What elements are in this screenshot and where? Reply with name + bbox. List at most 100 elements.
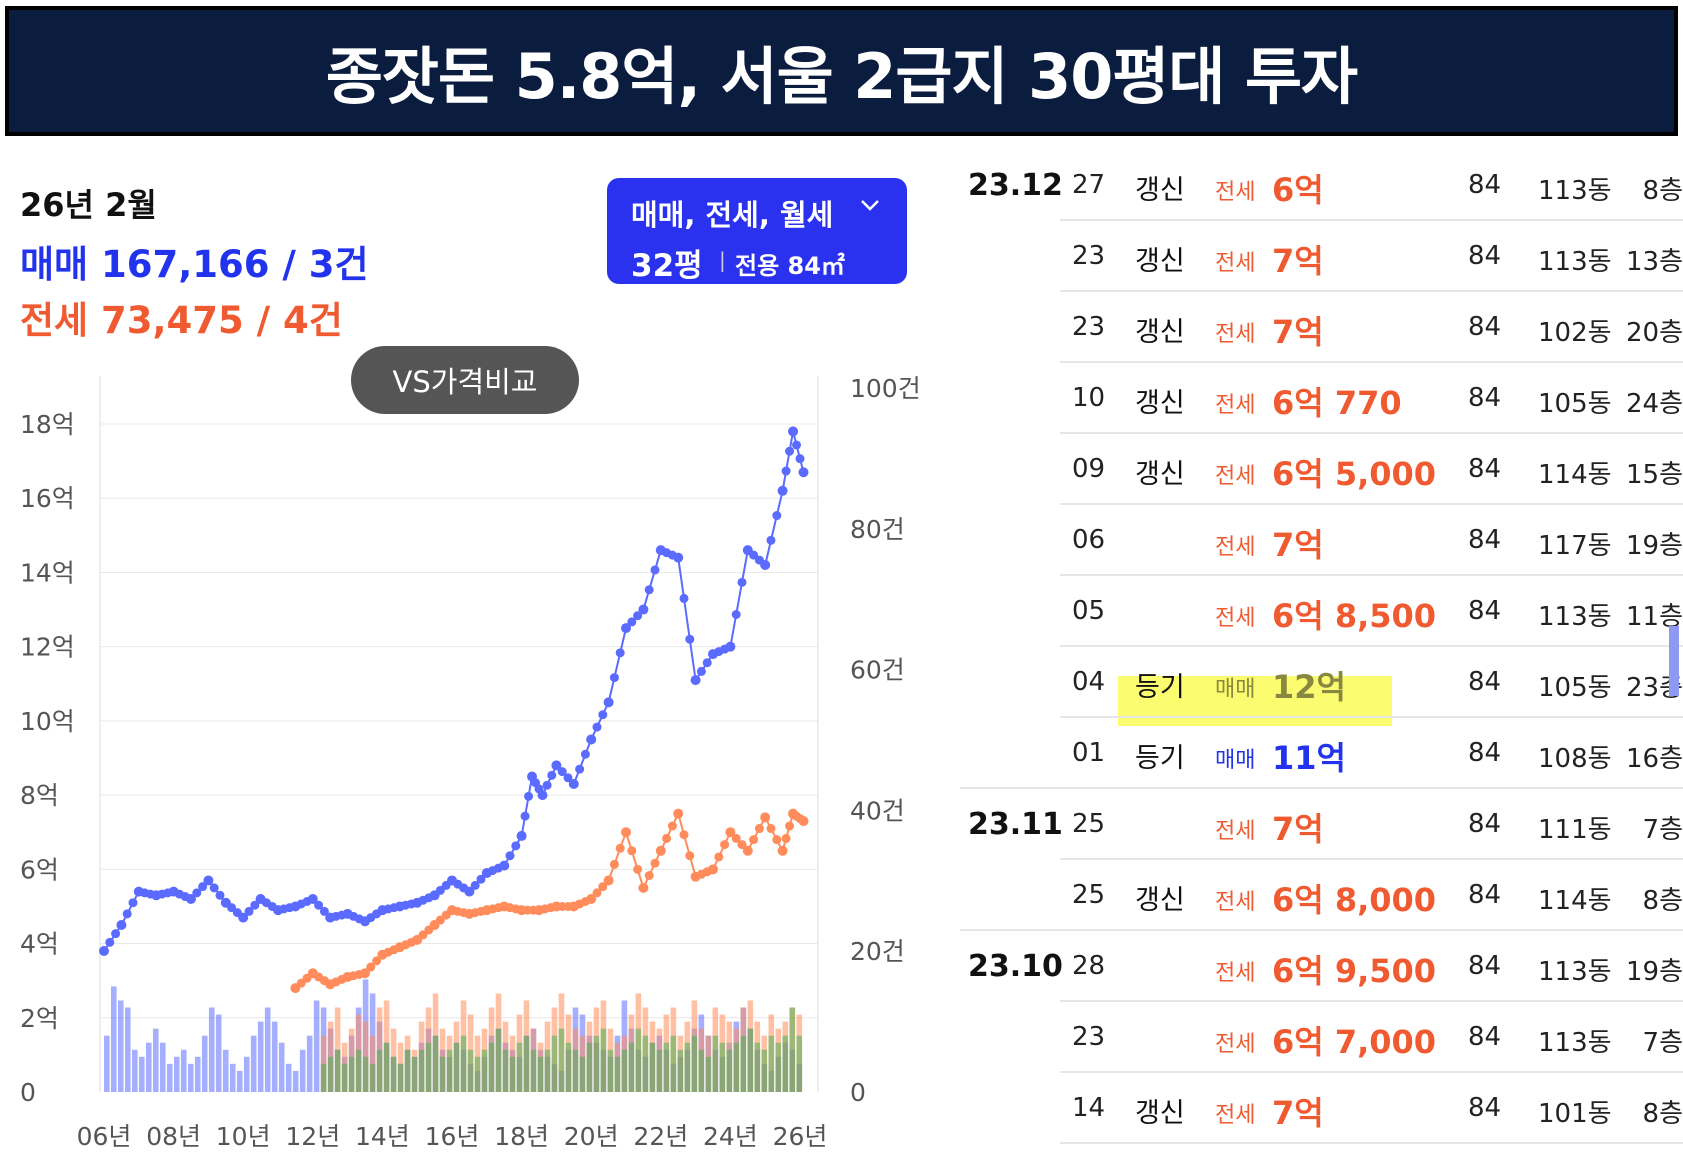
sale-point <box>795 454 805 464</box>
row-type: 갱신 <box>1135 246 1185 277</box>
y-tick-label-left: 4억 <box>20 930 59 959</box>
transaction-row[interactable]: 10 갱신 전세 6억 770 84 105동 24층 <box>960 363 1683 434</box>
row-divider <box>1060 503 1683 505</box>
row-dong: 108동 <box>1538 744 1612 774</box>
row-price: 7억 <box>1272 313 1324 351</box>
jeonse-point <box>366 962 376 972</box>
volume-bar-sale <box>159 1042 166 1092</box>
row-kind: 매매 <box>1215 677 1256 702</box>
volume-bar-rent <box>635 1028 642 1092</box>
row-day: 09 <box>1072 454 1106 484</box>
sale-point <box>244 906 254 916</box>
row-floor: 8층 <box>1642 886 1683 916</box>
volume-bar-sale <box>208 1007 215 1092</box>
transaction-row[interactable]: 23 갱신 전세 7억 84 102동 20층 <box>960 292 1683 363</box>
row-floor: 19층 <box>1625 957 1683 987</box>
volume-bar-rent <box>754 1042 761 1092</box>
volume-bar-rent <box>397 1063 404 1092</box>
vs-compare-button[interactable]: VS가격비교 <box>351 346 579 414</box>
volume-bar-rent <box>565 1042 572 1092</box>
volume-bar-sale <box>299 1049 306 1092</box>
y-tick-label-left: 6억 <box>20 855 59 884</box>
row-price: 6억 5,000 <box>1272 455 1437 493</box>
jeonse-summary: 전세 73,475 / 4건 <box>20 299 343 342</box>
volume-bar-sale <box>152 1028 159 1092</box>
sale-point <box>785 446 795 456</box>
transaction-row[interactable]: 14 갱신 전세 7억 84 101동 8층 <box>960 1073 1683 1144</box>
sale-point <box>505 851 515 861</box>
transaction-row[interactable]: 23 전세 6억 7,000 84 113동 7층 <box>960 1002 1683 1073</box>
volume-bar-rent <box>327 1056 334 1092</box>
filter-types-label: 매매, 전세, 월세 <box>631 198 834 232</box>
transaction-row[interactable]: 23 갱신 전세 7억 84 113동 13층 <box>960 221 1683 292</box>
sale-point <box>111 929 121 939</box>
row-month: 23.10 <box>968 949 1063 984</box>
volume-bar-rent <box>341 1063 348 1092</box>
sale-point <box>470 880 480 890</box>
row-area: 84 <box>1468 312 1502 342</box>
transaction-row[interactable]: 09 갱신 전세 6억 5,000 84 114동 15층 <box>960 434 1683 505</box>
row-dong: 114동 <box>1538 460 1612 490</box>
sale-point <box>772 511 782 521</box>
jeonse-point <box>662 833 672 843</box>
row-day: 10 <box>1072 383 1106 413</box>
sale-point <box>792 440 802 450</box>
row-price: 6억 9,500 <box>1272 952 1437 990</box>
volume-bar-rent <box>432 1035 439 1092</box>
volume-bar-rent <box>530 1049 537 1092</box>
sale-point <box>116 920 127 930</box>
transaction-row[interactable]: 06 전세 7억 84 117동 19층 <box>960 505 1683 576</box>
sale-point <box>476 874 486 884</box>
row-floor: 7층 <box>1642 1028 1683 1058</box>
transaction-row[interactable]: 05 전세 6억 8,500 84 113동 11층 <box>960 576 1683 647</box>
sale-point <box>511 841 521 851</box>
jeonse-point <box>621 827 631 838</box>
volume-bar-rent <box>362 1056 369 1092</box>
y-tick-label-left: 14억 <box>20 558 75 587</box>
filter-dropdown[interactable]: 매매, 전세, 월세 32평 | 전용 84㎡ <box>607 178 907 284</box>
row-kind: 전세 <box>1215 180 1256 205</box>
volume-bar-rent <box>411 1056 418 1092</box>
row-kind: 전세 <box>1215 393 1256 418</box>
sale-point <box>319 906 329 916</box>
row-kind: 전세 <box>1215 961 1256 986</box>
transaction-row[interactable]: 23.10 28 전세 6억 9,500 84 113동 19층 <box>960 931 1683 1002</box>
volume-bar-sale <box>215 1014 222 1092</box>
y-tick-label-right: 0 <box>850 1078 866 1107</box>
volume-bar-sale <box>292 1070 299 1092</box>
scrollbar-thumb[interactable] <box>1669 626 1679 696</box>
sale-point <box>609 673 619 683</box>
row-kind: 전세 <box>1215 1032 1256 1057</box>
x-tick-label: 10년 <box>216 1122 271 1151</box>
volume-bar-rent <box>761 1049 768 1092</box>
volume-bar-sale <box>250 1035 257 1092</box>
volume-bar-rent <box>677 1049 684 1092</box>
volume-bar-jeonse <box>320 1035 327 1092</box>
row-price: 7억 <box>1272 526 1324 564</box>
sale-point <box>627 617 637 627</box>
volume-bar-rent <box>320 1063 327 1092</box>
sale-point <box>568 778 579 789</box>
row-divider <box>1060 716 1683 718</box>
transaction-row[interactable]: 25 갱신 전세 6억 8,000 84 114동 8층 <box>960 860 1683 931</box>
volume-bar-rent <box>782 1035 789 1092</box>
row-area: 84 <box>1468 1093 1502 1123</box>
price-series <box>99 426 809 994</box>
volume-bar-sale <box>124 1007 131 1092</box>
transaction-row[interactable]: 23.11 25 전세 7억 84 111동 7층 <box>960 789 1683 860</box>
volume-bar-rent <box>719 1042 726 1092</box>
volume-bar-rent <box>712 1035 719 1092</box>
row-divider <box>1060 290 1683 292</box>
sale-point <box>99 945 109 956</box>
volume-bar-rent <box>691 1035 698 1092</box>
volume-bar-rent <box>425 1042 432 1092</box>
volume-bar-sale <box>306 1035 313 1092</box>
volume-bar-rent <box>439 1056 446 1092</box>
transaction-row[interactable]: 04 등기 매매 12억 84 105동 23층 <box>960 647 1683 718</box>
volume-bar-sale <box>131 1049 138 1092</box>
jeonse-point <box>737 840 747 850</box>
jeonse-point <box>766 824 776 834</box>
jeonse-point <box>372 956 382 966</box>
transaction-row[interactable]: 23.12 27 갱신 전세 6억 84 113동 8층 <box>960 150 1683 221</box>
transaction-row[interactable]: 01 등기 매매 11억 84 108동 16층 <box>960 718 1683 789</box>
